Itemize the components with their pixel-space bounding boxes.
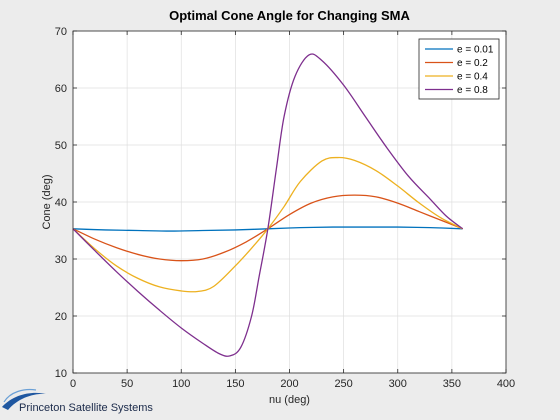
legend-label-3: e = 0.4 [457, 72, 488, 83]
legend-label-4: e = 0.8 [457, 85, 488, 96]
y-tick-label: 30 [55, 254, 67, 266]
x-tick-label: 200 [280, 378, 298, 390]
x-tick-label: 150 [226, 378, 244, 390]
y-axis-label: Cone (deg) [41, 174, 53, 229]
x-tick-label: 0 [70, 378, 76, 390]
legend-label-2: e = 0.2 [457, 58, 488, 69]
y-tick-label: 60 [55, 83, 67, 95]
y-tick-label: 20 [55, 311, 67, 323]
legend-label-1: e = 0.01 [457, 45, 494, 56]
legend: e = 0.01 e = 0.2 e = 0.4 e = 0.8 [418, 38, 500, 100]
x-tick-label: 400 [497, 378, 515, 390]
y-tick-label: 50 [55, 140, 67, 152]
series-layer [72, 53, 464, 357]
logo-orbit-icon [3, 388, 37, 403]
x-tick-label: 350 [443, 378, 461, 390]
logo: Princeton Satellite Systems [2, 388, 153, 414]
tick-layer: 0 50 100 150 200 250 300 350 400 10 20 30 40 50 60 70 [55, 26, 515, 390]
chart-title: Optimal Cone Angle for Changing SMA [169, 8, 410, 23]
y-tick-label: 70 [55, 26, 67, 38]
logo-text: Princeton Satellite Systems [19, 402, 153, 414]
x-axis-label: nu (deg) [269, 394, 310, 406]
x-tick-label: 100 [172, 378, 190, 390]
x-tick-label: 250 [334, 378, 352, 390]
logo-swoosh-icon [2, 392, 46, 410]
y-tick-label: 40 [55, 197, 67, 209]
y-tick-label: 10 [55, 368, 67, 380]
series-line-4 [72, 53, 464, 357]
x-tick-label: 50 [121, 378, 133, 390]
x-tick-label: 300 [389, 378, 407, 390]
